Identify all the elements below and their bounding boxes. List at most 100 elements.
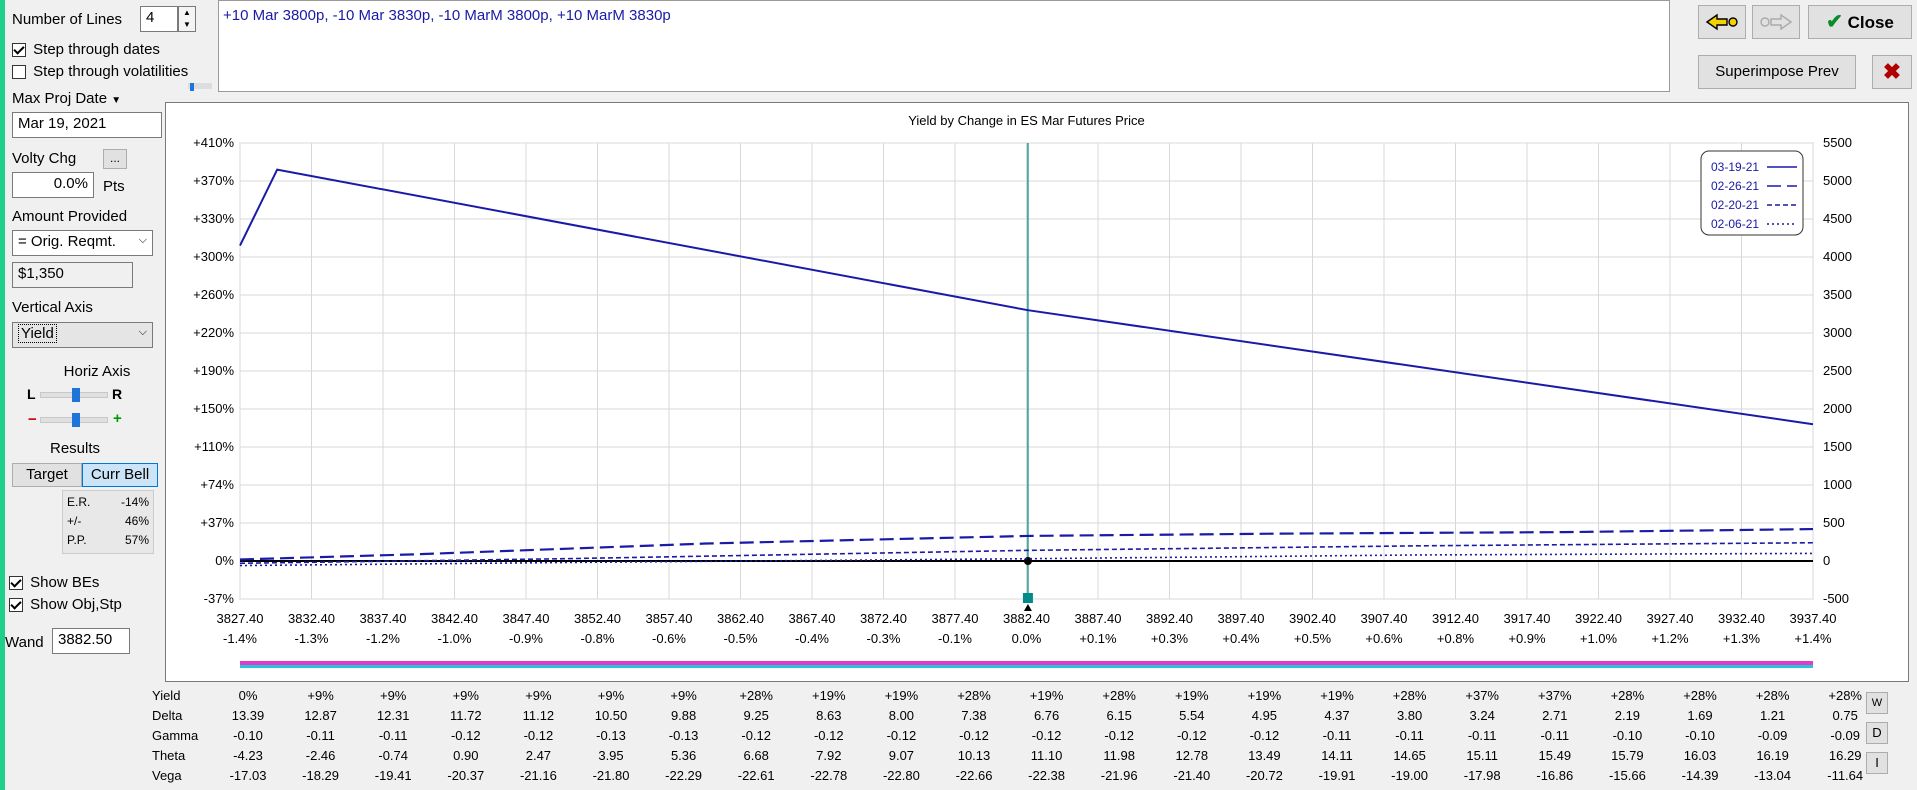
target-button[interactable]: Target: [12, 463, 82, 487]
chart-frame: Yield by Change in ES Mar Futures Price +…: [165, 102, 1909, 682]
x-pct-label: +1.3%: [1723, 631, 1761, 646]
table-cell: 14.11: [1321, 748, 1353, 763]
x-tick-label: 3922.40: [1575, 611, 1622, 626]
volty-ellipsis-button[interactable]: ...: [103, 149, 127, 169]
w-button[interactable]: W: [1866, 692, 1888, 714]
strategy-text: +10 Mar 3800p, -10 Mar 3830p, -10 MarM 3…: [223, 7, 671, 24]
amount-select[interactable]: = Orig. Reqmt. ⌵: [12, 230, 153, 256]
num-lines-input[interactable]: 4: [140, 6, 178, 32]
table-cell: 10.50: [594, 708, 628, 723]
x-tick-label: 3847.40: [503, 611, 550, 626]
table-cell: 4.37: [1324, 708, 1350, 723]
x-tick-label: 3892.40: [1146, 611, 1193, 626]
strategy-text-area[interactable]: +10 Mar 3800p, -10 Mar 3830p, -10 MarM 3…: [218, 0, 1670, 92]
prev-arrow-button[interactable]: [1698, 5, 1746, 39]
table-row-label: Gamma: [152, 728, 199, 743]
table-cell: -0.12: [886, 728, 917, 743]
table-cell: -0.10: [1612, 728, 1643, 743]
x-tick-label: 3867.40: [789, 611, 836, 626]
dropdown-arrow-icon: ▼: [111, 95, 122, 106]
series-line-03-19-21: [239, 168, 1814, 426]
show-obj-checkbox[interactable]: [9, 598, 23, 613]
table-cell: 16.19: [1756, 748, 1789, 763]
show-obj-row[interactable]: Show Obj,Stp: [9, 596, 122, 613]
show-obj-label: Show Obj,Stp: [30, 596, 122, 613]
table-cell: -0.13: [668, 728, 699, 743]
d-button[interactable]: D: [1866, 722, 1888, 744]
table-cell: -16.86: [1536, 768, 1574, 783]
i-button[interactable]: I: [1866, 752, 1888, 774]
table-cell: 1.69: [1687, 708, 1713, 723]
series-line-02-20-21: [239, 541, 1814, 565]
check-icon: ✔: [1826, 11, 1843, 33]
haxis-zoom-thumb[interactable]: [72, 413, 80, 427]
step-vols-checkbox[interactable]: [12, 65, 26, 80]
x-tick-label: 3862.40: [717, 611, 764, 626]
superimpose-prev-button[interactable]: Superimpose Prev: [1698, 55, 1856, 89]
table-cell: 12.31: [376, 708, 410, 723]
show-bes-checkbox[interactable]: [9, 576, 23, 591]
wand-marker: [1022, 593, 1033, 603]
table-cell: -2.46: [305, 748, 336, 763]
table-cell: 0.75: [1832, 708, 1858, 723]
y-right-tick-label: 4500: [1823, 211, 1852, 226]
curr-bell-button[interactable]: Curr Bell: [82, 463, 158, 487]
arrow-right-disabled-icon: [1760, 13, 1793, 31]
table-cell: -19.00: [1391, 768, 1429, 783]
haxis-lr-thumb[interactable]: [72, 388, 80, 402]
table-cell: -11.64: [1827, 768, 1864, 783]
step-dates-checkbox[interactable]: [12, 43, 26, 58]
table-cell: 1.21: [1759, 708, 1786, 723]
table-cell: +19%: [1029, 688, 1064, 703]
x-tick-label: 3902.40: [1289, 611, 1336, 626]
legend-entry-02-26-21: 02-26-21: [1711, 179, 1759, 193]
volty-unit: Pts: [103, 178, 125, 195]
max-proj-label[interactable]: Max Proj Date ▼: [12, 90, 122, 107]
results-box: E.R. -14% +/- 46% P.P. 57%: [62, 490, 154, 554]
table-cell: 9.88: [670, 708, 697, 723]
x-tick-label: 3937.40: [1790, 611, 1837, 626]
num-lines-spinner[interactable]: ▲ ▼: [178, 6, 196, 32]
table-cell: 15.49: [1538, 748, 1572, 763]
x-tick-label: 3842.40: [431, 611, 478, 626]
x-pct-label: +1.2%: [1651, 631, 1689, 646]
table-cell: -17.98: [1463, 768, 1501, 783]
y-left-tick-label: +37%: [200, 515, 234, 530]
volty-input[interactable]: 0.0%: [12, 172, 94, 198]
x-pct-label: -1.4%: [223, 631, 257, 646]
yield-chart[interactable]: Yield by Change in ES Mar Futures Price +…: [166, 103, 1908, 681]
table-row-label: Theta: [152, 748, 186, 763]
haxis-r-label: R: [112, 386, 123, 402]
vaxis-select[interactable]: Yield ⌵: [12, 322, 153, 348]
delete-x-button[interactable]: ✖: [1872, 55, 1912, 89]
next-arrow-button[interactable]: [1752, 5, 1800, 39]
table-cell: +28%: [1610, 688, 1645, 703]
table-cell: -22.61: [737, 768, 775, 783]
er-value: -14%: [120, 495, 149, 509]
legend-entry-03-19-21: 03-19-21: [1711, 160, 1759, 174]
table-cell: -0.12: [813, 728, 844, 743]
close-button[interactable]: ✔ Close: [1808, 5, 1912, 39]
x-pct-label: +0.4%: [1222, 631, 1260, 646]
pm-label: +/-: [67, 514, 82, 528]
show-bes-row[interactable]: Show BEs: [9, 574, 99, 591]
spin-down-icon[interactable]: ▼: [183, 20, 191, 29]
step-vols-row[interactable]: Step through volatilities: [12, 63, 188, 80]
table-cell: -20.72: [1245, 768, 1283, 783]
spin-up-icon[interactable]: ▲: [183, 8, 191, 17]
x-tick-label: 3857.40: [646, 611, 693, 626]
table-cell: 10.13: [957, 748, 991, 763]
step-dates-row[interactable]: Step through dates: [12, 41, 160, 58]
close-label: Close: [1847, 13, 1894, 32]
table-cell: -19.91: [1318, 768, 1356, 783]
mini-slider-thumb[interactable]: [190, 83, 194, 91]
pm-value: 46%: [124, 514, 149, 528]
x-tick-label: 3897.40: [1218, 611, 1265, 626]
table-cell: 11.12: [522, 708, 555, 723]
mini-slider[interactable]: [188, 83, 212, 91]
wand-input[interactable]: 3882.50: [52, 628, 130, 654]
close-x-icon: ✖: [1882, 59, 1902, 84]
max-proj-date-input[interactable]: Mar 19, 2021: [12, 112, 162, 138]
table-cell: -22.66: [955, 768, 993, 783]
vaxis-label: Vertical Axis: [12, 299, 93, 316]
